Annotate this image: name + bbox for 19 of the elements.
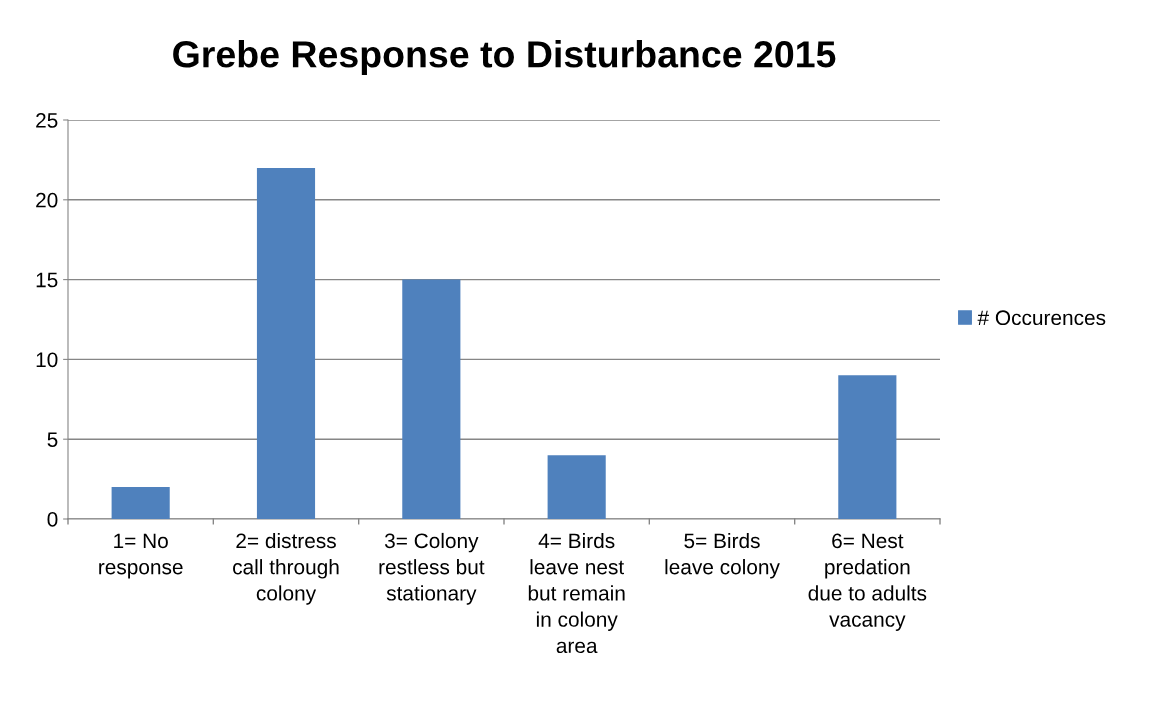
bar xyxy=(547,455,606,519)
bar xyxy=(256,167,316,519)
x-tick-label: 5= Birds leave colony xyxy=(665,532,780,579)
bar xyxy=(838,375,897,519)
y-tick-label: 15 xyxy=(36,272,58,288)
x-tick-label: 1= No response xyxy=(99,533,183,579)
x-tick-label: 6= Nest predation due to adults vacancy xyxy=(808,533,927,631)
bar xyxy=(111,487,170,519)
bar xyxy=(402,279,461,519)
x-tick-label: 3= Colony restless but stationary xyxy=(379,532,485,605)
legend-label: # Occurences xyxy=(977,310,1106,326)
y-tick-label: 5 xyxy=(47,432,58,447)
chart-title: Grebe Response to Disturbance 2015 xyxy=(173,40,836,75)
x-tick-label: 2= distress call through colony xyxy=(233,532,339,605)
y-tick-label: 25 xyxy=(36,113,58,128)
y-tick-label: 0 xyxy=(47,512,58,527)
y-tick-label: 10 xyxy=(36,352,58,368)
x-tick-label: 4= Birds leave nest but remain in colony area xyxy=(528,532,625,654)
y-tick-label: 20 xyxy=(36,192,58,208)
